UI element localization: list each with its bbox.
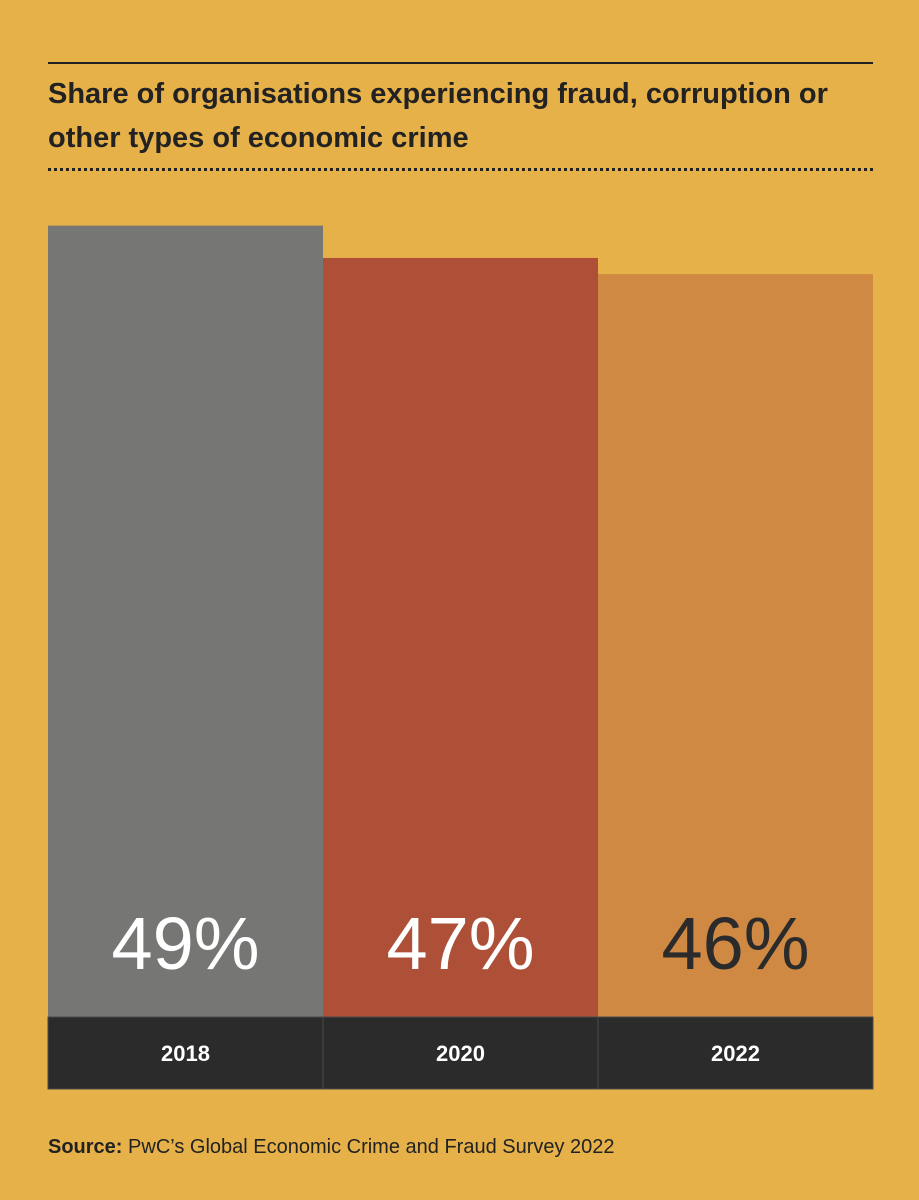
source-note: Source: PwC’s Global Economic Crime and … xyxy=(48,1136,615,1159)
source-label: Source: xyxy=(48,1136,123,1158)
dotted-divider xyxy=(48,168,873,171)
chart-title: Share of organisations experiencing frau… xyxy=(48,78,828,154)
category-band-2022 xyxy=(597,1016,874,1090)
bar-2018 xyxy=(48,225,323,1017)
bar-2022 xyxy=(598,274,873,1018)
value-label-2022: 46% xyxy=(661,902,809,985)
value-label-2018: 49% xyxy=(111,902,259,985)
value-label-2020: 47% xyxy=(386,902,534,985)
category-label-2018: 2018 xyxy=(161,1041,210,1066)
top-rule xyxy=(48,62,873,64)
category-label-2022: 2022 xyxy=(711,1041,760,1066)
bar-2020 xyxy=(323,257,598,1017)
category-label-2020: 2020 xyxy=(436,1041,485,1066)
source-text: PwC’s Global Economic Crime and Fraud Su… xyxy=(128,1136,615,1158)
